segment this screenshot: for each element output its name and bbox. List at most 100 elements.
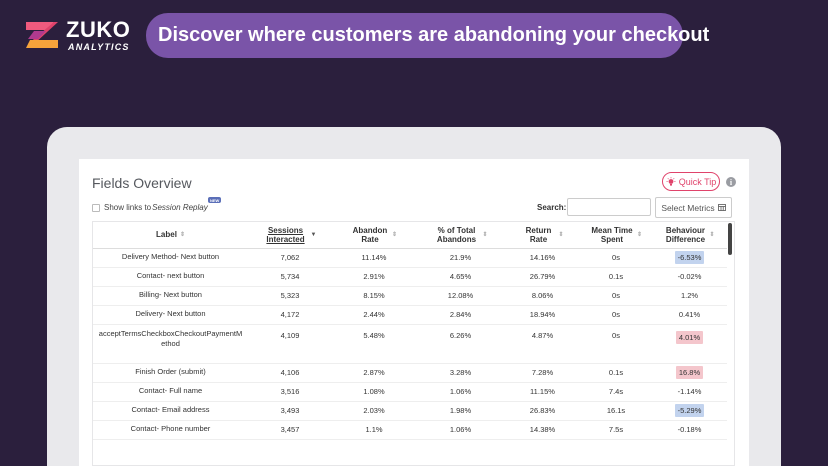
cell-behaviour-diff: 4.01% (652, 324, 727, 364)
sort-icon: ⇕ (179, 231, 185, 238)
table-row[interactable]: Delivery- Next button 4,172 2.44% 2.84% 18.9… (93, 305, 727, 325)
cell-abandon-rate: 2.91% (332, 267, 416, 287)
sort-icon: ⇕ (391, 231, 398, 238)
cell-pct-total: 3.28% (416, 363, 505, 383)
headline-banner: Discover where customers are abandoning … (146, 13, 709, 58)
cell-sessions: 3,516 (248, 382, 332, 402)
cell-behaviour-diff: -0.02% (652, 267, 727, 287)
behaviour-diff-value: -1.14% (677, 387, 702, 396)
table-row[interactable]: Billing- Next button 5,323 8.15% 12.08% 8.06… (93, 286, 727, 306)
behaviour-diff-value: 16.8% (675, 366, 704, 379)
cell-sessions: 3,493 (248, 401, 332, 421)
behaviour-diff-value: -5.29% (674, 404, 705, 417)
column-header-label[interactable]: Label ⇕ (93, 222, 248, 249)
table-row[interactable]: acceptTermsCheckboxCheckoutPaymentMethod… (93, 324, 727, 364)
column-header-behaviour-diff[interactable]: Behaviour Difference ⇕ (652, 222, 727, 249)
table-scrollbar[interactable] (728, 223, 732, 255)
table-row[interactable]: Contact- next button 5,734 2.91% 4.65% 26.79… (93, 267, 727, 287)
table-row[interactable]: Contact- Phone number 3,457 1.1% 1.06% 14.38… (93, 420, 727, 440)
table-row[interactable]: Finish Order (submit) 4,106 2.87% 3.28% 7.28… (93, 363, 727, 383)
table-row[interactable]: Contact- Full name 3,516 1.08% 1.06% 11.15% 7… (93, 382, 727, 402)
cell-return-rate: 14.16% (505, 248, 580, 268)
behaviour-diff-value: -6.53% (674, 251, 705, 264)
cell-behaviour-diff: -5.29% (652, 401, 727, 421)
cell-sessions: 5,734 (248, 267, 332, 287)
table-columns-icon (717, 204, 726, 211)
cell-behaviour-diff: 0.41% (652, 305, 727, 325)
search-input[interactable] (567, 198, 651, 216)
cell-label: acceptTermsCheckboxCheckoutPaymentMethod (93, 324, 248, 364)
cell-label: Delivery- Next button (93, 305, 248, 325)
column-header-abandon-rate[interactable]: Abandon Rate ⇕ (332, 222, 416, 249)
sort-icon: ⇕ (482, 231, 488, 238)
cell-pct-total: 12.08% (416, 286, 505, 306)
cell-behaviour-diff: -6.53% (652, 248, 727, 268)
session-replay-label: Session Replay (152, 203, 208, 212)
cell-mean-time: 0s (580, 248, 652, 268)
sort-desc-icon: ▼ (310, 231, 317, 238)
cell-abandon-rate: 2.44% (332, 305, 416, 325)
cell-pct-total: 1.98% (416, 401, 505, 421)
cell-mean-time: 7.5s (580, 420, 652, 440)
behaviour-diff-value: 4.01% (675, 330, 704, 344)
cell-sessions: 4,106 (248, 363, 332, 383)
cell-sessions: 4,109 (248, 324, 332, 364)
cell-label: Finish Order (submit) (93, 363, 248, 383)
behaviour-diff-value: 0.41% (678, 310, 701, 319)
lightbulb-icon (666, 176, 676, 186)
cell-return-rate: 18.94% (505, 305, 580, 325)
behaviour-diff-value: -0.18% (677, 425, 702, 434)
select-metrics-button[interactable]: Select Metrics (655, 197, 732, 218)
table-row[interactable]: Delivery Method- Next button 7,062 11.14% 2… (93, 248, 727, 268)
sort-icon: ⇕ (558, 231, 564, 238)
info-icon[interactable]: i (726, 177, 736, 187)
behaviour-diff-value: -0.02% (677, 272, 702, 281)
cell-sessions: 5,323 (248, 286, 332, 306)
cell-sessions: 3,457 (248, 420, 332, 440)
cell-pct-total: 6.26% (416, 324, 505, 364)
cell-abandon-rate: 1.08% (332, 382, 416, 402)
behaviour-diff-value: 1.2% (680, 291, 699, 300)
brand-logo: ZUKO ANALYTICS (24, 18, 130, 52)
fields-table-container: Label ⇕ Sessions Interacted ▼ Abandon Rate… (92, 221, 735, 466)
fields-overview-panel: Fields Overview Quick Tip i Show links t… (79, 159, 749, 466)
cell-behaviour-diff: -1.14% (652, 382, 727, 402)
quick-tip-button[interactable]: Quick Tip (662, 172, 720, 191)
search-label: Search: (537, 203, 567, 212)
cell-return-rate: 4.87% (505, 324, 580, 364)
table-row[interactable]: Contact- Email address 3,493 2.03% 1.98% 26.… (93, 401, 727, 421)
column-header-return-rate[interactable]: Return Rate ⇕ (505, 222, 580, 249)
select-metrics-label: Select Metrics (661, 202, 715, 213)
cell-label: Contact- Email address (93, 401, 248, 421)
session-replay-checkbox[interactable] (92, 203, 100, 212)
brand-subtitle: ANALYTICS (68, 41, 130, 52)
session-replay-toggle[interactable]: Show links to Session Replay NEW (92, 197, 222, 212)
cell-label: Billing- Next button (93, 286, 248, 306)
cell-mean-time: 0.1s (580, 363, 652, 383)
cell-sessions: 7,062 (248, 248, 332, 268)
column-header-mean-time[interactable]: Mean Time Spent ⇕ (580, 222, 652, 249)
cell-label: Contact- next button (93, 267, 248, 287)
cell-label: Contact- Full name (93, 382, 248, 402)
cell-abandon-rate: 8.15% (332, 286, 416, 306)
cell-sessions: 4,172 (248, 305, 332, 325)
cell-return-rate: 11.15% (505, 382, 580, 402)
cell-abandon-rate: 1.1% (332, 420, 416, 440)
new-badge: NEW (208, 197, 222, 203)
cell-mean-time: 0s (580, 286, 652, 306)
cell-pct-total: 21.9% (416, 248, 505, 268)
cell-pct-total: 2.84% (416, 305, 505, 325)
column-header-sessions[interactable]: Sessions Interacted ▼ (248, 222, 332, 249)
cell-pct-total: 1.06% (416, 420, 505, 440)
cell-return-rate: 14.38% (505, 420, 580, 440)
session-replay-prefix: Show links to (104, 203, 152, 212)
cell-return-rate: 26.79% (505, 267, 580, 287)
brand-name: ZUKO (66, 16, 131, 42)
cell-mean-time: 7.4s (580, 382, 652, 402)
column-header-pct-total[interactable]: % of Total Abandons ⇕ (416, 222, 505, 249)
sort-icon: ⇕ (636, 231, 643, 238)
cell-return-rate: 7.28% (505, 363, 580, 383)
fields-table: Label ⇕ Sessions Interacted ▼ Abandon Rate… (93, 222, 727, 440)
cell-return-rate: 26.83% (505, 401, 580, 421)
cell-behaviour-diff: 16.8% (652, 363, 727, 383)
